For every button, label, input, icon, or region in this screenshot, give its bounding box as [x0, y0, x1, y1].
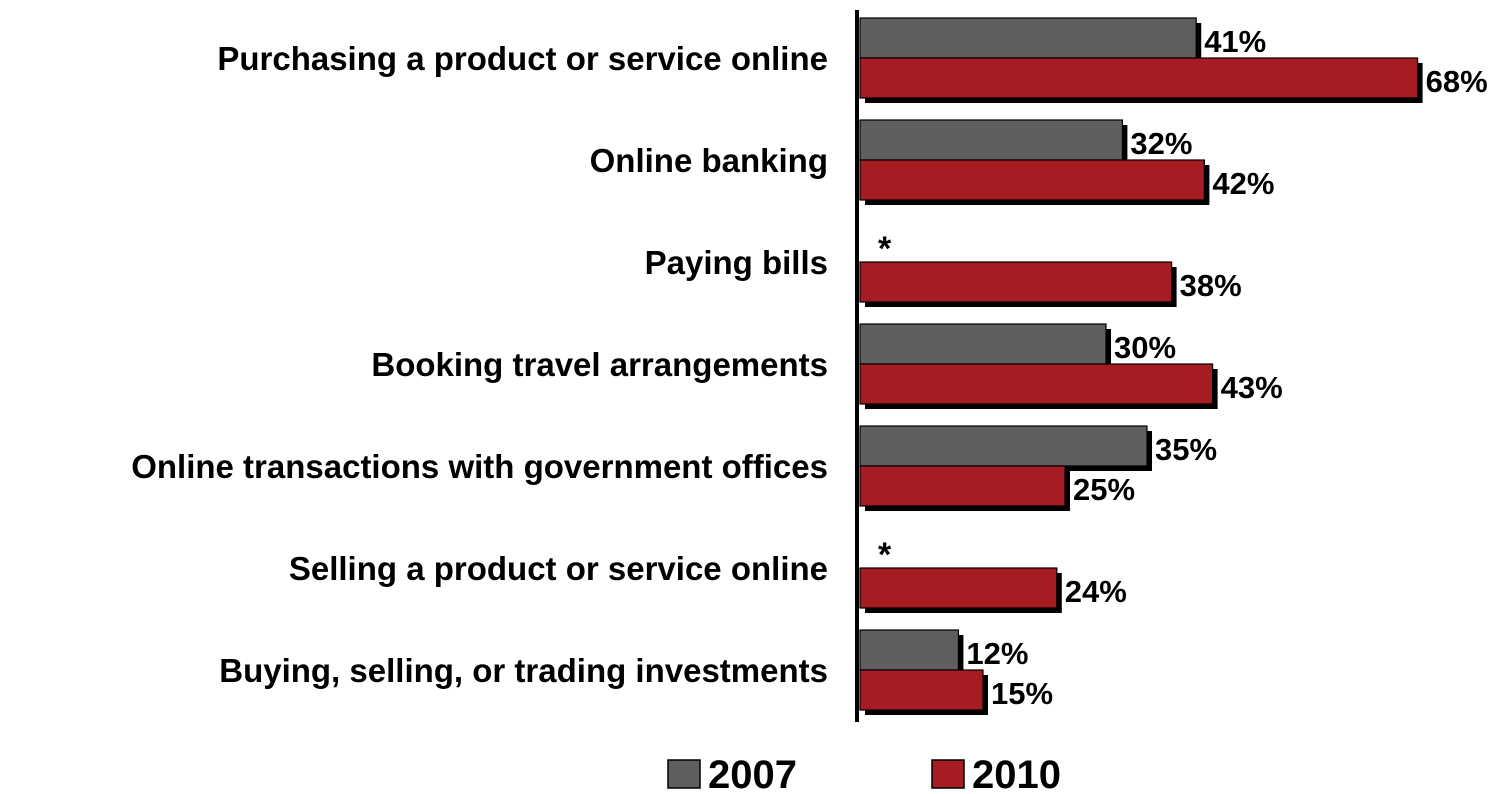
legend-swatch-2010	[931, 759, 965, 789]
legend: 2007 2010	[667, 753, 1061, 794]
category-labels: Purchasing a product or service online On…	[131, 40, 828, 689]
category-label: Purchasing a product or service online	[217, 40, 828, 77]
value-label: 32%	[1130, 126, 1192, 161]
category-label: Buying, selling, or trading investments	[219, 652, 828, 689]
bar-2010	[859, 567, 1058, 609]
bar-2010	[859, 669, 984, 711]
category-label: Selling a product or service online	[289, 550, 828, 587]
bar-2007	[859, 119, 1123, 161]
value-label: 30%	[1114, 330, 1176, 365]
category-label: Booking travel arrangements	[371, 346, 828, 383]
legend-swatch-2007	[667, 759, 701, 789]
value-label: 12%	[966, 636, 1028, 671]
not-asked-marker: *	[878, 230, 892, 268]
bar-2007	[859, 425, 1148, 467]
bar-2007	[859, 323, 1107, 365]
value-labels: 41% 68% 32% 42% * 38%30% 43%35% 25% * 24% 12% 15%	[878, 24, 1488, 711]
value-label: 25%	[1073, 472, 1135, 507]
not-asked-marker: *	[878, 536, 892, 574]
bar-2010	[859, 159, 1205, 201]
legend-label-2010: 2010	[972, 753, 1061, 794]
bar-2010	[859, 261, 1173, 303]
value-label: 68%	[1426, 64, 1488, 99]
value-label: 35%	[1155, 432, 1217, 467]
category-label: Online transactions with government offi…	[131, 448, 828, 485]
bar-2007	[859, 629, 960, 671]
category-label: Paying bills	[645, 244, 828, 281]
value-label: 24%	[1065, 574, 1127, 609]
legend-label-2007: 2007	[708, 753, 797, 794]
bar-2010	[859, 363, 1214, 405]
bar-2007	[859, 17, 1197, 59]
bar-2010	[859, 465, 1066, 507]
category-label: Online banking	[590, 142, 828, 179]
value-label: 41%	[1204, 24, 1266, 59]
bars	[859, 17, 1423, 715]
value-label: 15%	[991, 676, 1053, 711]
value-label: 43%	[1221, 370, 1283, 405]
bar-2010	[859, 57, 1419, 99]
value-label: 38%	[1180, 268, 1242, 303]
value-label: 42%	[1212, 166, 1274, 201]
